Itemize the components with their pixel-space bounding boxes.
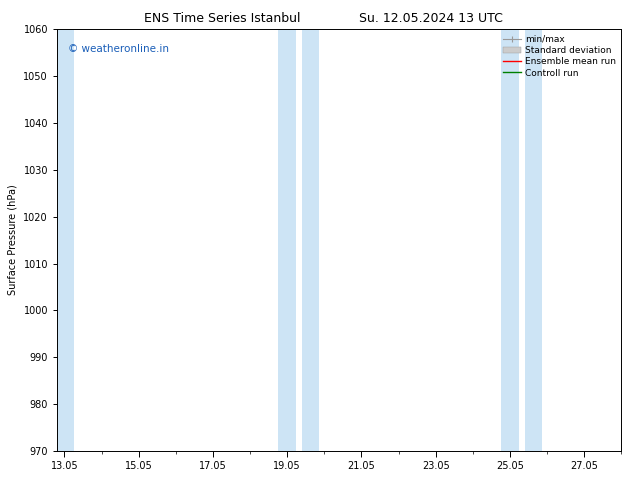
- Text: ENS Time Series Istanbul: ENS Time Series Istanbul: [144, 12, 300, 25]
- Text: Su. 12.05.2024 13 UTC: Su. 12.05.2024 13 UTC: [359, 12, 503, 25]
- Y-axis label: Surface Pressure (hPa): Surface Pressure (hPa): [8, 185, 18, 295]
- Bar: [302, 29, 319, 451]
- Bar: [278, 29, 297, 451]
- Text: © weatheronline.in: © weatheronline.in: [68, 44, 169, 54]
- Bar: [57, 29, 74, 451]
- Legend: min/max, Standard deviation, Ensemble mean run, Controll run: min/max, Standard deviation, Ensemble me…: [500, 31, 619, 81]
- Bar: [501, 29, 519, 451]
- Bar: [525, 29, 541, 451]
